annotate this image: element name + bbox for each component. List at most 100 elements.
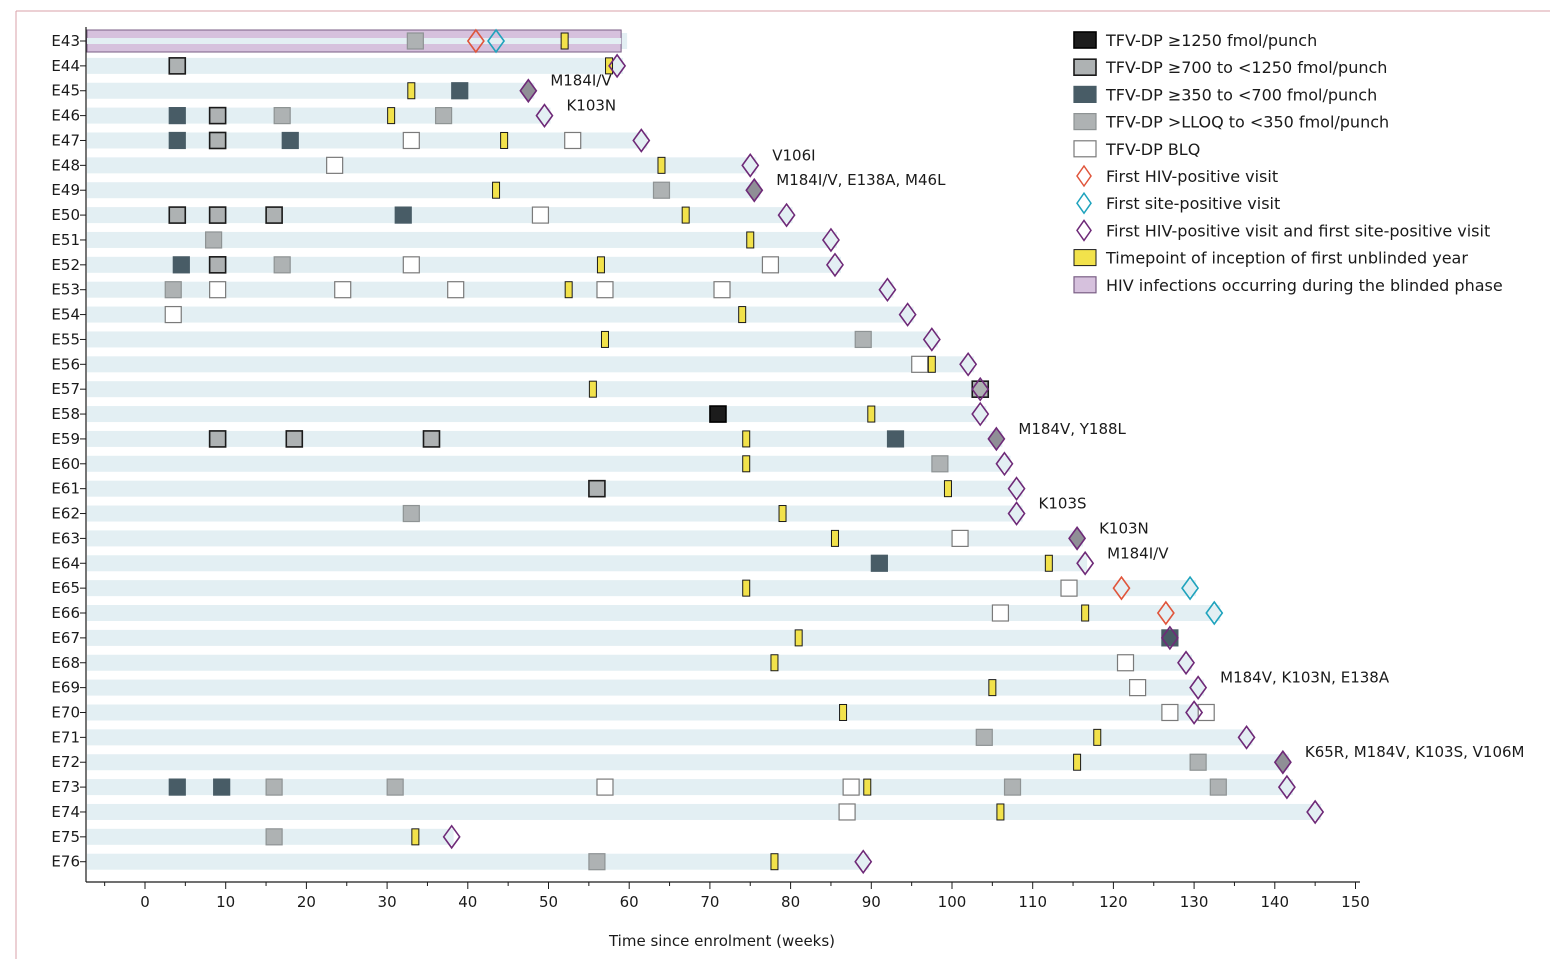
tfv-dp-mark-cblq (713, 281, 731, 299)
x-tick-label: 80 (781, 893, 800, 911)
tfv-dp-mark-c350 (886, 430, 905, 448)
diamond-mark-both (777, 202, 796, 228)
participant-bar (87, 381, 987, 398)
diamond-mark-both (1007, 501, 1026, 526)
diamond-mark-both (971, 401, 990, 427)
unblinded-timepoint-mark (742, 579, 751, 597)
tfv-dp-mark-cblq (326, 156, 344, 174)
tfv-dp-mark-c350 (213, 778, 231, 796)
resistance-annotation: M184I/V (550, 72, 612, 90)
participant-bar (87, 331, 938, 348)
diamond-mark-both (1177, 650, 1196, 676)
tfv-dp-mark-clloq (1189, 753, 1207, 771)
tfv-dp-mark-c700 (265, 206, 283, 224)
participant-id: E76 (51, 853, 80, 871)
diamond-mark-both (1277, 774, 1296, 800)
tfv-dp-mark-cblq (531, 206, 550, 224)
tfv-dp-mark-clloq (931, 455, 949, 473)
tfv-dp-mark-cblq (1161, 703, 1179, 722)
diamond-mark-both (1076, 550, 1095, 576)
x-tick-label: 10 (216, 893, 235, 911)
participant-bar (87, 231, 837, 248)
participant-bar (87, 256, 841, 273)
unblinded-timepoint-mark (407, 82, 416, 100)
tfv-dp-mark-cblq (564, 131, 582, 150)
legend-label: First HIV-positive visit (1106, 167, 1278, 186)
legend-swatch (1073, 249, 1097, 267)
participant-id: E60 (51, 455, 80, 473)
participant-bar (87, 505, 1023, 522)
legend-label: TFV-DP ≥350 to <700 fmol/punch (1105, 85, 1377, 104)
unblinded-timepoint-mark (863, 778, 872, 796)
tfv-dp-mark-c700 (208, 430, 227, 448)
legend-swatch (1076, 191, 1092, 215)
diamond-mark-both (898, 302, 917, 327)
participant-bar (87, 207, 793, 224)
participant-bar (87, 57, 624, 74)
tfv-dp-mark-c350 (451, 82, 469, 100)
tfv-dp-mark-cblq (991, 604, 1010, 622)
participant-bar (87, 605, 1221, 622)
unblinded-timepoint-mark (988, 679, 997, 697)
unblinded-timepoint-mark (596, 256, 605, 274)
participant-id: E68 (51, 654, 80, 672)
tfv-dp-mark-clloq (204, 231, 223, 249)
participant-bars (86, 29, 1322, 870)
diamond-mark-both (878, 277, 897, 303)
x-tick-label: 130 (1180, 893, 1209, 911)
legend-swatch (1073, 276, 1097, 294)
participant-bar (87, 754, 1289, 771)
legend: TFV-DP ≥1250 fmol/punch TFV-DP ≥700 to <1… (1073, 31, 1503, 295)
participant-id: E66 (51, 604, 80, 622)
participant-labels: E43 E44 E45 E46 E47 E48 E49 E50 E51 E52 E53 E54 E55 E… (51, 32, 80, 871)
tfv-dp-mark-cblq (596, 778, 614, 796)
diamond-mark-sitepos (1181, 575, 1200, 601)
x-axis-label: Time since enrolment (weeks) (608, 932, 835, 950)
tfv-dp-mark-cblq (911, 355, 929, 373)
resistance-annotation: K65R, M184V, K103S, V106M (1305, 743, 1525, 761)
resistance-annotation: K103N (1099, 519, 1149, 537)
event-markers (164, 28, 1325, 875)
participant-bar (87, 281, 894, 298)
tfv-dp-mark-c700 (422, 430, 441, 448)
unblinded-timepoint-mark (1044, 554, 1053, 572)
tfv-dp-mark-c350 (168, 131, 186, 150)
participant-id: E56 (51, 355, 80, 373)
participant-bar (87, 306, 914, 323)
tfv-dp-mark-clloq (265, 828, 283, 846)
unblinded-timepoint-mark (770, 853, 779, 871)
diamond-mark-both (1306, 799, 1325, 825)
tfv-dp-mark-clloq (975, 728, 993, 746)
diamond-mark-both (1185, 700, 1204, 725)
tfv-dp-mark-c1250 (709, 405, 727, 423)
legend-item: TFV-DP ≥350 to <700 fmol/punch (1073, 85, 1377, 104)
participant-bar (87, 530, 1084, 547)
participant-id: E75 (51, 828, 80, 846)
participant-bar (87, 654, 1193, 671)
tfv-dp-mark-c700 (168, 206, 187, 224)
unblinded-timepoint-mark (742, 455, 751, 473)
tfv-dp-mark-clloq (273, 107, 291, 125)
diamond-mark-both (959, 351, 978, 377)
diamond-mark-both (922, 327, 941, 352)
participant-id: E62 (51, 505, 80, 523)
tfv-dp-mark-clloq (406, 32, 424, 50)
diamond-mark-both (995, 451, 1014, 477)
diamond-mark-both (854, 849, 873, 875)
legend-swatch (1073, 112, 1097, 131)
participant-id: E70 (51, 703, 80, 721)
participant-bar (87, 157, 757, 174)
unblinded-timepoint-mark (778, 505, 787, 523)
participant-bar (87, 555, 1088, 572)
participant-bar (87, 729, 1253, 746)
legend-label: TFV-DP ≥700 to <1250 fmol/punch (1105, 58, 1387, 77)
tfv-dp-mark-clloq (273, 256, 291, 274)
diamond-mark-both (1273, 749, 1292, 775)
tfv-dp-mark-c350 (168, 778, 186, 796)
participant-id: E47 (51, 131, 80, 149)
tfv-dp-mark-c350 (870, 554, 888, 572)
diamond-mark-both (632, 128, 651, 153)
legend-item: TFV-DP >LLOQ to <350 fmol/punch (1073, 112, 1389, 132)
participant-id: E72 (51, 753, 80, 771)
legend-item: First HIV-positive visit (1076, 164, 1278, 188)
